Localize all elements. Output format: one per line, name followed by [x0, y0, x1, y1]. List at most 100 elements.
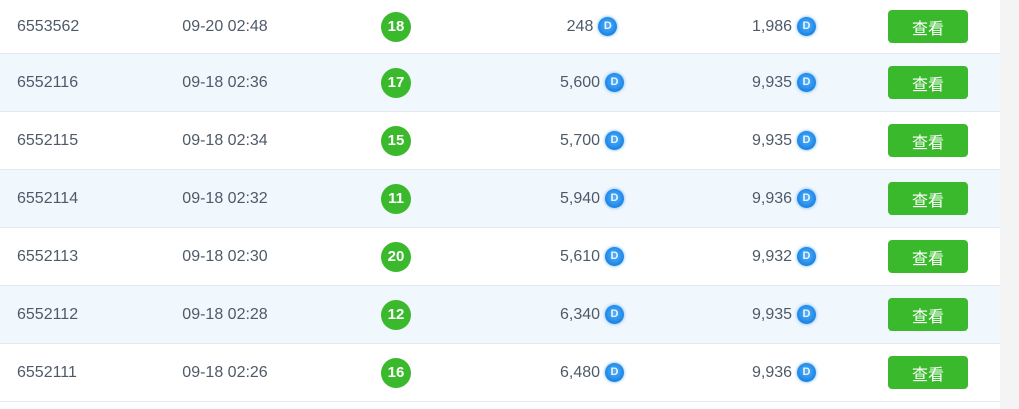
coin-icon: D [797, 189, 817, 208]
record-id: 6552116 [17, 73, 79, 91]
amount-group: 9,935 D [751, 73, 817, 92]
table-row: 6552111 09-18 02:26 16 6,480 D 9,936 D 查… [0, 344, 1000, 402]
record-id: 6552113 [17, 247, 79, 265]
view-button[interactable]: 查看 [888, 240, 968, 273]
amount-cell-secondary: 9,935 D [712, 131, 856, 150]
round-cell: 20 [320, 241, 472, 272]
coin-icon: D [797, 17, 817, 36]
page-gutter [1000, 0, 1019, 409]
coin-icon: D [605, 73, 625, 92]
amount-group: 9,935 D [751, 305, 817, 324]
amount-cell-secondary: 9,936 D [712, 189, 856, 208]
amount-secondary-value: 9,935 [751, 73, 793, 91]
round-cell: 15 [320, 125, 472, 156]
action-cell: 查看 [856, 298, 1000, 331]
table-row: 6552113 09-18 02:30 20 5,610 D 9,932 D 查… [0, 228, 1000, 286]
coin-icon: D [605, 131, 625, 150]
action-cell: 查看 [856, 10, 1000, 43]
amount-primary-value: 6,340 [559, 305, 601, 323]
amount-secondary-value: 9,935 [751, 305, 793, 323]
coin-icon: D [598, 17, 618, 36]
amount-group: 6,480 D [559, 363, 625, 382]
table-row: 6552115 09-18 02:34 15 5,700 D 9,935 D 查… [0, 112, 1000, 170]
amount-cell-primary: 5,940 D [472, 189, 712, 208]
amount-secondary-value: 9,932 [751, 247, 793, 265]
amount-group: 1,986 D [751, 17, 817, 36]
record-time: 09-18 02:36 [182, 73, 268, 91]
record-time: 09-18 02:30 [182, 247, 268, 265]
records-table: 6553562 09-20 02:48 18 248 D 1,986 D 查看 … [0, 0, 1000, 402]
amount-group: 6,340 D [559, 305, 625, 324]
amount-group: 5,600 D [559, 73, 625, 92]
amount-primary-value: 5,600 [559, 73, 601, 91]
amount-primary-value: 248 [566, 17, 594, 35]
view-button[interactable]: 查看 [888, 356, 968, 389]
amount-primary-value: 5,610 [559, 247, 601, 265]
round-number-badge: 18 [381, 11, 411, 42]
amount-secondary-value: 9,936 [751, 189, 793, 207]
record-time: 09-18 02:26 [182, 363, 268, 381]
round-cell: 16 [320, 357, 472, 388]
round-cell: 17 [320, 67, 472, 98]
view-button[interactable]: 查看 [888, 124, 968, 157]
coin-icon: D [605, 247, 625, 266]
amount-cell-primary: 6,480 D [472, 363, 712, 382]
coin-icon: D [605, 189, 625, 208]
round-number-badge: 11 [381, 183, 411, 214]
record-id: 6552115 [17, 131, 79, 149]
view-button[interactable]: 查看 [888, 10, 968, 43]
record-id: 6553562 [17, 17, 80, 35]
action-cell: 查看 [856, 182, 1000, 215]
amount-cell-primary: 248 D [472, 17, 712, 36]
amount-group: 5,610 D [559, 247, 625, 266]
round-number-badge: 20 [381, 241, 411, 272]
view-button[interactable]: 查看 [888, 66, 968, 99]
amount-group: 5,700 D [559, 131, 625, 150]
record-time: 09-18 02:32 [182, 189, 268, 207]
amount-group: 9,932 D [751, 247, 817, 266]
round-number-badge: 15 [381, 125, 411, 156]
action-cell: 查看 [856, 124, 1000, 157]
round-cell: 18 [320, 11, 472, 42]
amount-group: 9,936 D [751, 189, 817, 208]
amount-cell-secondary: 9,932 D [712, 247, 856, 266]
amount-secondary-value: 9,935 [751, 131, 793, 149]
coin-icon: D [797, 73, 817, 92]
action-cell: 查看 [856, 240, 1000, 273]
amount-primary-value: 5,700 [559, 131, 601, 149]
coin-icon: D [605, 363, 625, 382]
amount-cell-secondary: 9,935 D [712, 305, 856, 324]
view-button[interactable]: 查看 [888, 298, 968, 331]
view-button[interactable]: 查看 [888, 182, 968, 215]
action-cell: 查看 [856, 66, 1000, 99]
coin-icon: D [797, 131, 817, 150]
amount-cell-secondary: 9,936 D [712, 363, 856, 382]
round-number-badge: 12 [381, 299, 411, 330]
amount-secondary-value: 9,936 [751, 363, 793, 381]
amount-cell-primary: 5,700 D [472, 131, 712, 150]
table-row: 6552114 09-18 02:32 11 5,940 D 9,936 D 查… [0, 170, 1000, 228]
amount-cell-secondary: 9,935 D [712, 73, 856, 92]
table-row: 6552116 09-18 02:36 17 5,600 D 9,935 D 查… [0, 54, 1000, 112]
action-cell: 查看 [856, 356, 1000, 389]
record-id: 6552111 [17, 363, 77, 381]
amount-primary-value: 5,940 [559, 189, 601, 207]
amount-secondary-value: 1,986 [751, 17, 793, 35]
amount-cell-primary: 5,610 D [472, 247, 712, 266]
record-id: 6552112 [17, 305, 79, 323]
amount-primary-value: 6,480 [559, 363, 601, 381]
record-time: 09-18 02:28 [182, 305, 268, 323]
coin-icon: D [797, 363, 817, 382]
round-cell: 12 [320, 299, 472, 330]
amount-group: 248 D [567, 17, 618, 36]
record-id: 6552114 [17, 189, 79, 207]
round-cell: 11 [320, 183, 472, 214]
amount-cell-primary: 5,600 D [472, 73, 712, 92]
amount-group: 9,936 D [751, 363, 817, 382]
record-time: 09-20 02:48 [182, 17, 268, 35]
table-row: 6553562 09-20 02:48 18 248 D 1,986 D 查看 [0, 0, 1000, 54]
amount-group: 5,940 D [559, 189, 625, 208]
round-number-badge: 16 [381, 357, 411, 388]
amount-cell-secondary: 1,986 D [712, 17, 856, 36]
table-row: 6552112 09-18 02:28 12 6,340 D 9,935 D 查… [0, 286, 1000, 344]
